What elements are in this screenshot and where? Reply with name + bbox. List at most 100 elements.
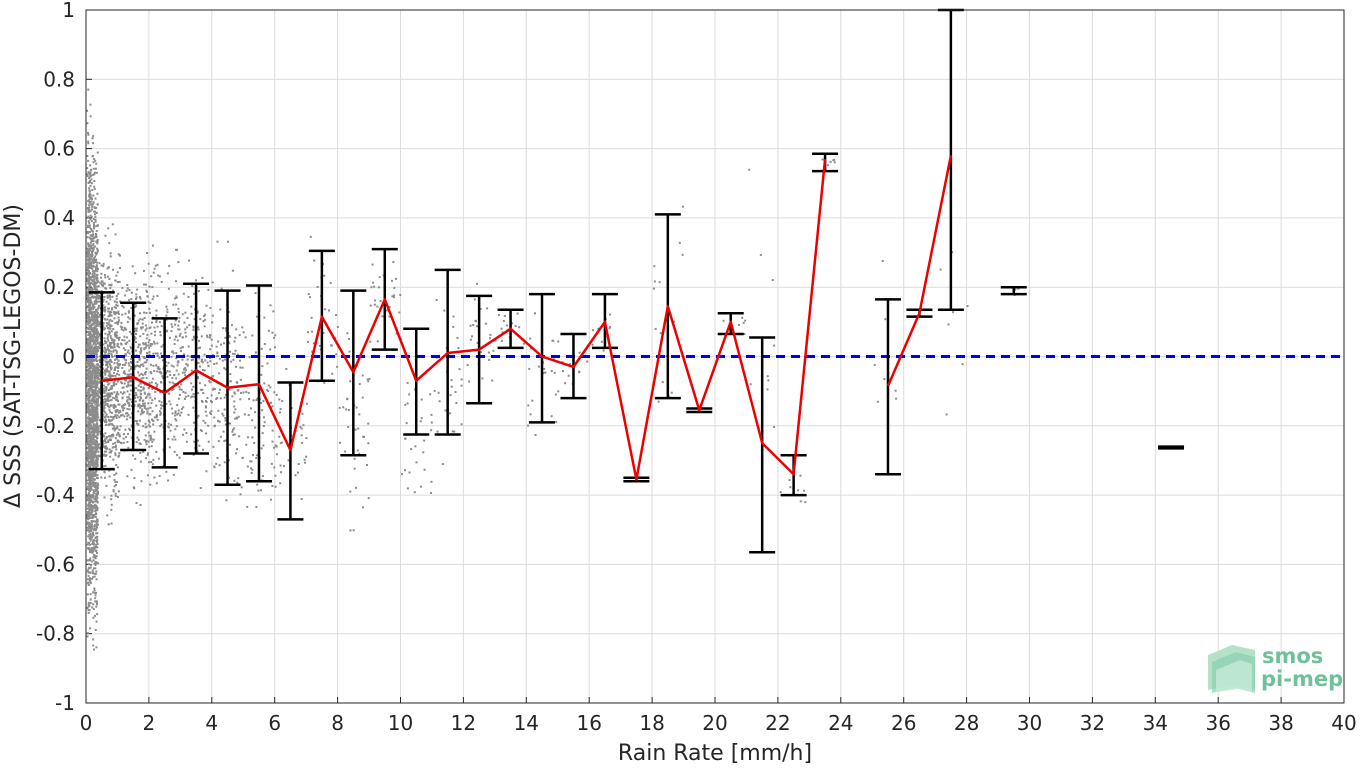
scatter-point <box>176 454 179 457</box>
scatter-point <box>166 370 169 373</box>
scatter-point <box>743 332 746 335</box>
x-tick-label: 32 <box>1080 711 1105 735</box>
scatter-point <box>262 425 265 428</box>
scatter-point <box>239 493 242 496</box>
scatter-point <box>134 298 137 301</box>
scatter-point <box>116 321 119 324</box>
scatter-point <box>148 434 151 437</box>
scatter-point <box>87 252 90 255</box>
scatter-point <box>128 330 131 333</box>
scatter-point <box>89 364 92 367</box>
scatter-point <box>114 358 117 361</box>
scatter-point <box>766 375 769 378</box>
scatter-point <box>88 180 91 183</box>
scatter-point <box>233 391 236 394</box>
scatter-point <box>92 475 95 478</box>
scatter-point <box>392 260 395 263</box>
scatter-point <box>261 409 264 412</box>
scatter-point <box>235 328 238 331</box>
scatter-point <box>89 367 92 370</box>
scatter-point <box>90 265 93 268</box>
scatter-point <box>103 496 106 499</box>
scatter-point <box>218 464 221 467</box>
scatter-point <box>90 440 93 443</box>
scatter-point <box>105 377 108 380</box>
scatter-point <box>86 341 89 344</box>
scatter-point <box>537 365 540 368</box>
scatter-point <box>108 370 111 373</box>
scatter-point <box>138 374 141 377</box>
scatter-point <box>96 316 99 319</box>
scatter-point <box>92 351 95 354</box>
scatter-point <box>131 265 134 268</box>
scatter-point <box>181 346 184 349</box>
scatter-point <box>114 306 117 309</box>
scatter-point <box>92 418 95 421</box>
scatter-point <box>139 296 142 299</box>
scatter-point <box>187 345 190 348</box>
y-tick-label: -0.6 <box>36 552 75 576</box>
scatter-point <box>94 210 97 213</box>
scatter-point <box>148 339 151 342</box>
scatter-point <box>89 298 92 301</box>
scatter-point <box>95 171 98 174</box>
scatter-point <box>150 381 153 384</box>
scatter-point <box>94 385 97 388</box>
scatter-point <box>91 473 94 476</box>
scatter-point <box>87 390 90 393</box>
scatter-point <box>91 276 94 279</box>
scatter-point <box>134 303 137 306</box>
scatter-point <box>175 352 178 355</box>
scatter-point <box>202 419 205 422</box>
scatter-point <box>153 342 156 345</box>
scatter-point <box>179 347 182 350</box>
scatter-point <box>367 442 370 445</box>
scatter-point <box>111 268 114 271</box>
scatter-point <box>103 445 106 448</box>
scatter-point <box>126 396 129 399</box>
scatter-point <box>114 481 117 484</box>
scatter-point <box>310 316 313 319</box>
scatter-point <box>143 405 146 408</box>
scatter-point <box>107 374 110 377</box>
scatter-points <box>86 88 1020 651</box>
scatter-point <box>115 331 118 334</box>
scatter-point <box>95 442 98 445</box>
scatter-point <box>114 495 117 498</box>
scatter-point <box>92 484 95 487</box>
scatter-point <box>89 386 92 389</box>
scatter-point <box>91 474 94 477</box>
scatter-point <box>147 461 150 464</box>
scatter-point <box>93 482 96 485</box>
scatter-point <box>197 347 200 350</box>
scatter-point <box>88 442 91 445</box>
scatter-point <box>235 381 238 384</box>
x-tick-label: 4 <box>205 711 218 735</box>
scatter-point <box>759 253 762 256</box>
scatter-point <box>96 328 99 331</box>
scatter-point <box>126 440 129 443</box>
scatter-point <box>93 319 96 322</box>
scatter-point <box>87 200 90 203</box>
scatter-point <box>161 359 164 362</box>
scatter-point <box>89 195 92 198</box>
scatter-point <box>152 458 155 461</box>
scatter-point <box>92 447 95 450</box>
scatter-point <box>145 337 148 340</box>
scatter-point <box>260 489 263 492</box>
scatter-point <box>124 312 127 315</box>
scatter-point <box>344 450 347 453</box>
scatter-point <box>278 435 281 438</box>
scatter-point <box>102 265 105 268</box>
scatter-point <box>87 258 90 261</box>
scatter-point <box>149 425 152 428</box>
scatter-point <box>227 422 230 425</box>
scatter-point <box>450 385 453 388</box>
scatter-point <box>90 282 93 285</box>
scatter-point <box>95 543 98 546</box>
scatter-point <box>196 450 199 453</box>
scatter-point <box>236 353 239 356</box>
scatter-point <box>100 281 103 284</box>
scatter-point <box>114 405 117 408</box>
scatter-point <box>233 340 236 343</box>
